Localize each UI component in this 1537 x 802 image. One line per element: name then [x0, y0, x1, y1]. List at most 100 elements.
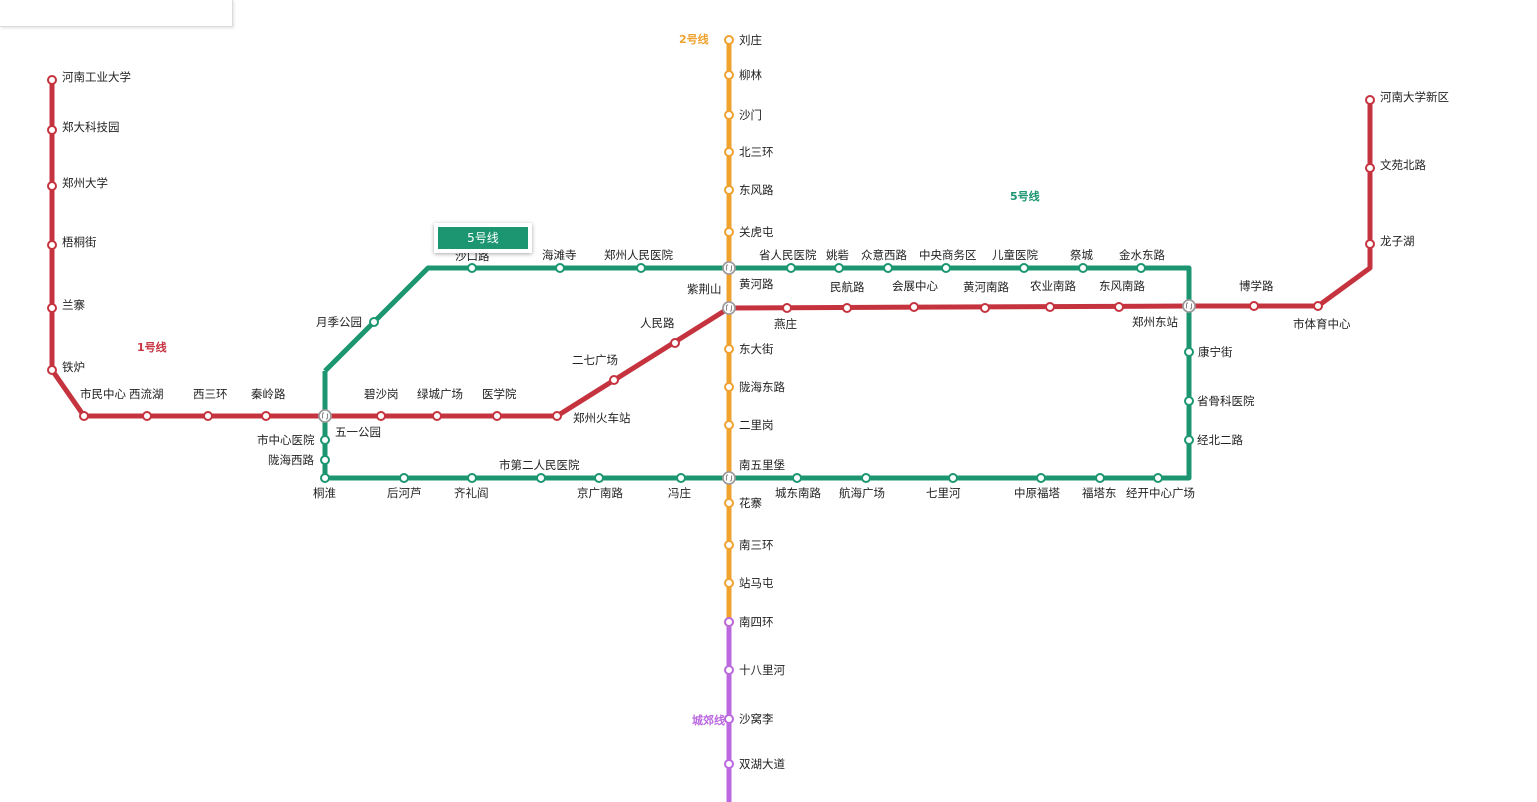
station-dot[interactable]: [47, 365, 57, 375]
station-dot[interactable]: [676, 473, 686, 483]
station-dot[interactable]: [1045, 302, 1055, 312]
station-dot[interactable]: [1184, 396, 1194, 406]
station-dot[interactable]: [536, 473, 546, 483]
station-dot[interactable]: [883, 263, 893, 273]
station-label: 郑州火车站: [573, 411, 631, 425]
station-dot[interactable]: [724, 617, 734, 627]
station-label: 铁炉: [62, 360, 85, 374]
station-dot[interactable]: [670, 338, 680, 348]
station-dot[interactable]: [792, 473, 802, 483]
station-dot[interactable]: [1365, 239, 1375, 249]
station-dot[interactable]: [724, 185, 734, 195]
interchange-icon[interactable]: [318, 409, 332, 423]
station-dot[interactable]: [1019, 263, 1029, 273]
station-label: 双湖大道: [739, 757, 785, 771]
station-label: 兰寨: [62, 298, 85, 312]
station-dot[interactable]: [724, 382, 734, 392]
station-dot[interactable]: [724, 498, 734, 508]
station-label: 南四环: [739, 615, 774, 629]
station-dot[interactable]: [1184, 347, 1194, 357]
station-dot[interactable]: [47, 181, 57, 191]
line1-track[interactable]: [49, 80, 1373, 419]
station-dot[interactable]: [492, 411, 502, 421]
station-label: 郑大科技园: [62, 120, 120, 134]
station-dot[interactable]: [724, 147, 734, 157]
station-dot[interactable]: [467, 473, 477, 483]
station-dot[interactable]: [724, 578, 734, 588]
interchange-icon[interactable]: [722, 261, 736, 275]
station-dot[interactable]: [1078, 263, 1088, 273]
station-dot[interactable]: [1313, 301, 1323, 311]
station-label: 海滩寺: [542, 248, 577, 262]
station-dot[interactable]: [948, 473, 958, 483]
station-dot[interactable]: [786, 263, 796, 273]
station-dot[interactable]: [842, 303, 852, 313]
station-label: 东大街: [739, 342, 774, 356]
interchange-icon[interactable]: [722, 301, 736, 315]
station-dot[interactable]: [320, 473, 330, 483]
station-dot[interactable]: [47, 303, 57, 313]
station-dot[interactable]: [636, 263, 646, 273]
station-dot[interactable]: [724, 540, 734, 550]
station-dot[interactable]: [1136, 263, 1146, 273]
station-dot[interactable]: [909, 302, 919, 312]
station-dot[interactable]: [724, 110, 734, 120]
station-dot[interactable]: [724, 70, 734, 80]
station-dot[interactable]: [376, 411, 386, 421]
station-dot[interactable]: [47, 240, 57, 250]
station-dot[interactable]: [724, 759, 734, 769]
station-dot[interactable]: [552, 411, 562, 421]
station-dot[interactable]: [142, 411, 152, 421]
station-dot[interactable]: [724, 35, 734, 45]
station-dot[interactable]: [724, 227, 734, 237]
station-dot[interactable]: [1184, 435, 1194, 445]
station-dot[interactable]: [724, 665, 734, 675]
station-label: 农业南路: [1030, 279, 1076, 293]
station-dot[interactable]: [47, 75, 57, 85]
station-dot[interactable]: [1365, 95, 1375, 105]
interchange-icon[interactable]: [722, 471, 736, 485]
station-dot[interactable]: [467, 263, 477, 273]
station-label: 郑州东站: [1132, 315, 1178, 329]
station-label: 市民中心: [80, 387, 126, 401]
station-dot[interactable]: [261, 411, 271, 421]
station-dot[interactable]: [369, 317, 379, 327]
station-dot[interactable]: [203, 411, 213, 421]
station-dot[interactable]: [1153, 473, 1163, 483]
station-dot[interactable]: [834, 263, 844, 273]
station-dot[interactable]: [594, 473, 604, 483]
station-dot[interactable]: [399, 473, 409, 483]
station-label: 河南大学新区: [1380, 90, 1449, 104]
metro-labels: 刘庄柳林沙门北三环东风路关虎屯黄河路东大街陇海东路二里岗南五里堡花寨南三环站马屯…: [62, 32, 1449, 771]
station-label: 儿童医院: [992, 248, 1038, 262]
station-dot[interactable]: [1249, 301, 1259, 311]
station-dot[interactable]: [724, 344, 734, 354]
top-left-panel: [0, 0, 233, 27]
chengjiao-name-label: 城郊线: [692, 713, 725, 727]
station-dot[interactable]: [980, 303, 990, 313]
station-dot[interactable]: [432, 411, 442, 421]
station-dot[interactable]: [47, 125, 57, 135]
station-dot[interactable]: [555, 263, 565, 273]
station-dot[interactable]: [79, 411, 89, 421]
line5-track[interactable]: [322, 265, 1192, 481]
station-dot[interactable]: [782, 303, 792, 313]
station-dot[interactable]: [609, 375, 619, 385]
station-label: 二七广场: [572, 353, 618, 367]
station-dot[interactable]: [320, 455, 330, 465]
station-dot[interactable]: [724, 714, 734, 724]
station-dot[interactable]: [1365, 163, 1375, 173]
station-dot[interactable]: [1095, 473, 1105, 483]
station-label: 月季公园: [316, 315, 362, 329]
station-label: 绿城广场: [417, 387, 463, 401]
station-dot[interactable]: [861, 473, 871, 483]
station-dot[interactable]: [1114, 302, 1124, 312]
station-dot[interactable]: [1036, 473, 1046, 483]
station-label: 航海广场: [839, 486, 885, 500]
station-dot[interactable]: [724, 420, 734, 430]
station-label: 五一公园: [335, 425, 381, 439]
interchange-icon[interactable]: [1182, 299, 1196, 313]
station-dot[interactable]: [320, 435, 330, 445]
station-dot[interactable]: [941, 263, 951, 273]
